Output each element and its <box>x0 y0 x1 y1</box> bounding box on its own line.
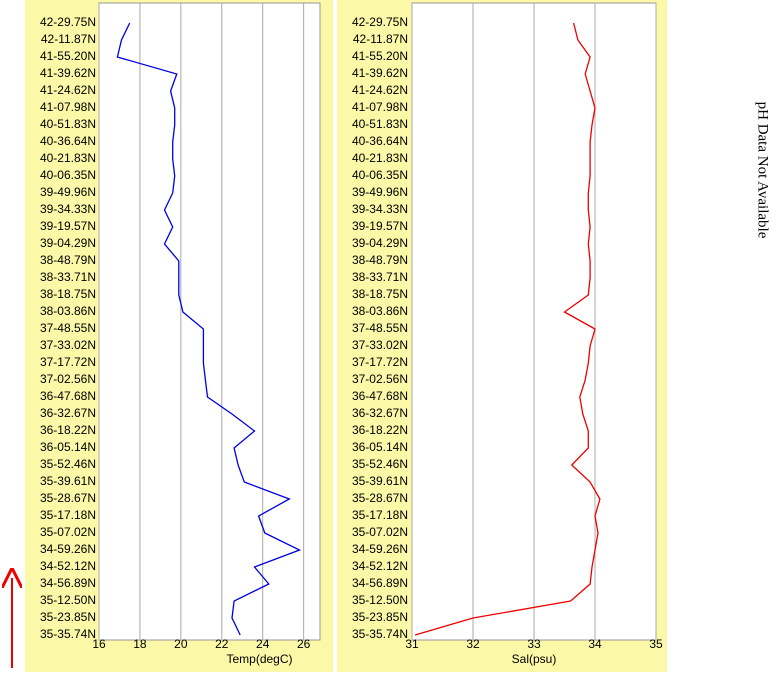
y-tick-label: 39-19.57N <box>352 219 408 233</box>
y-tick-label: 37-48.55N <box>352 321 408 335</box>
y-tick-label: 38-03.86N <box>352 304 408 318</box>
y-tick-label: 37-33.02N <box>40 338 96 352</box>
x-tick-label: 33 <box>527 637 541 651</box>
y-tick-label: 34-52.12N <box>352 559 408 573</box>
x-tick-label: 26 <box>297 637 311 651</box>
x-tick-label: 18 <box>133 637 147 651</box>
y-tick-label: 35-12.50N <box>352 593 408 607</box>
y-tick-label: 41-07.98N <box>40 100 96 114</box>
y-tick-label: 35-52.46N <box>352 457 408 471</box>
y-tick-label: 36-05.14N <box>352 440 408 454</box>
y-tick-label: 39-04.29N <box>40 236 96 250</box>
y-tick-label: 34-59.26N <box>40 542 96 556</box>
y-tick-label: 37-48.55N <box>40 321 96 335</box>
y-tick-label: 35-07.02N <box>40 525 96 539</box>
y-tick-label: 39-49.96N <box>40 185 96 199</box>
y-tick-label: 35-39.61N <box>352 474 408 488</box>
y-tick-label: 35-17.18N <box>352 508 408 522</box>
y-tick-label: 40-51.83N <box>40 117 96 131</box>
x-axis-label: Temp(degC) <box>226 652 292 666</box>
y-tick-label: 39-04.29N <box>352 236 408 250</box>
y-tick-label: 42-29.75N <box>352 15 408 29</box>
y-tick-label: 38-03.86N <box>40 304 96 318</box>
y-tick-label: 42-11.87N <box>41 32 96 46</box>
y-tick-label: 35-52.46N <box>40 457 96 471</box>
y-tick-label: 37-17.72N <box>40 355 96 369</box>
y-tick-label: 35-17.18N <box>40 508 96 522</box>
x-tick-label: 31 <box>405 637 419 651</box>
y-tick-label: 34-52.12N <box>40 559 96 573</box>
y-tick-label: 35-39.61N <box>40 474 96 488</box>
x-tick-label: 32 <box>466 637 480 651</box>
y-tick-label: 41-55.20N <box>352 49 408 63</box>
y-tick-label: 35-12.50N <box>40 593 96 607</box>
x-axis-label: Sal(psu) <box>512 652 557 666</box>
y-tick-label: 40-36.64N <box>352 134 408 148</box>
y-tick-label: 41-39.62N <box>40 66 96 80</box>
y-tick-label: 39-34.33N <box>352 202 408 216</box>
y-tick-label: 37-17.72N <box>352 355 408 369</box>
y-tick-label: 39-34.33N <box>40 202 96 216</box>
x-tick-label: 35 <box>649 637 663 651</box>
x-tick-label: 24 <box>256 637 270 651</box>
y-tick-label: 34-56.89N <box>40 576 96 590</box>
y-tick-label: 38-33.71N <box>40 270 96 284</box>
x-tick-label: 16 <box>92 637 106 651</box>
y-tick-label: 41-24.62N <box>352 83 408 97</box>
y-tick-label: 42-11.87N <box>353 32 408 46</box>
y-tick-label: 37-33.02N <box>352 338 408 352</box>
y-tick-label: 36-18.22N <box>352 423 408 437</box>
y-tick-label: 40-36.64N <box>40 134 96 148</box>
y-tick-label: 35-35.74N <box>40 627 96 641</box>
x-tick-label: 20 <box>174 637 188 651</box>
y-tick-label: 37-02.56N <box>352 372 408 386</box>
y-tick-label: 40-51.83N <box>352 117 408 131</box>
y-tick-label: 39-19.57N <box>40 219 96 233</box>
y-tick-label: 34-56.89N <box>352 576 408 590</box>
y-tick-label: 36-47.68N <box>352 389 408 403</box>
y-tick-label: 38-18.75N <box>352 287 408 301</box>
y-tick-label: 41-07.98N <box>352 100 408 114</box>
y-tick-label: 37-02.56N <box>40 372 96 386</box>
y-tick-label: 36-47.68N <box>40 389 96 403</box>
y-tick-label: 34-59.26N <box>352 542 408 556</box>
y-tick-label: 38-33.71N <box>352 270 408 284</box>
data-line <box>414 22 601 636</box>
y-tick-label: 35-35.74N <box>352 627 408 641</box>
y-tick-label: 41-55.20N <box>40 49 96 63</box>
y-tick-label: 36-32.67N <box>352 406 408 420</box>
y-tick-label: 35-23.85N <box>40 610 96 624</box>
y-tick-label: 35-28.67N <box>352 491 408 505</box>
x-tick-label: 22 <box>215 637 229 651</box>
y-tick-label: 38-48.79N <box>352 253 408 267</box>
y-tick-label: 41-39.62N <box>352 66 408 80</box>
y-tick-label: 40-06.35N <box>40 168 96 182</box>
y-tick-label: 35-07.02N <box>352 525 408 539</box>
data-line <box>116 22 302 636</box>
x-tick-label: 34 <box>588 637 602 651</box>
y-tick-label: 40-21.83N <box>352 151 408 165</box>
y-tick-label: 38-48.79N <box>40 253 96 267</box>
y-tick-label: 35-23.85N <box>352 610 408 624</box>
y-tick-label: 40-06.35N <box>352 168 408 182</box>
y-tick-label: 36-32.67N <box>40 406 96 420</box>
annotation: pH Data Not Available <box>755 102 771 239</box>
y-tick-label: 36-18.22N <box>40 423 96 437</box>
y-tick-label: 41-24.62N <box>40 83 96 97</box>
y-tick-label: 36-05.14N <box>40 440 96 454</box>
plot-area <box>98 2 321 641</box>
y-tick-label: 38-18.75N <box>40 287 96 301</box>
y-tick-label: 40-21.83N <box>40 151 96 165</box>
y-tick-label: 39-49.96N <box>352 185 408 199</box>
y-tick-label: 35-28.67N <box>40 491 96 505</box>
y-tick-label: 42-29.75N <box>40 15 96 29</box>
